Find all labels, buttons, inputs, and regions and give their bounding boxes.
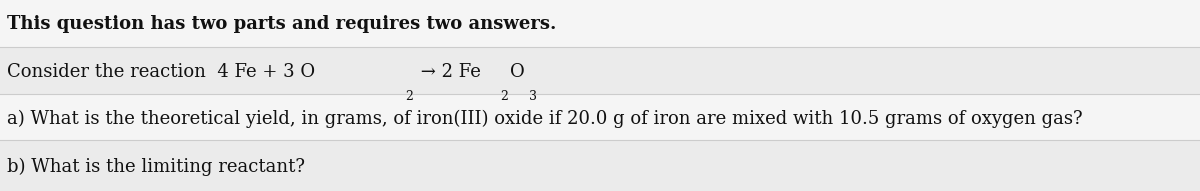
Text: a) What is the theoretical yield, in grams, of iron(III) oxide if 20.0 g of iron: a) What is the theoretical yield, in gra…: [7, 110, 1082, 129]
Text: 2: 2: [404, 90, 413, 103]
Bar: [0, 140, 1200, 191]
Text: b) What is the limiting reactant?: b) What is the limiting reactant?: [7, 158, 305, 176]
Text: O: O: [510, 63, 524, 81]
Text: 2: 2: [500, 90, 508, 103]
Bar: [0, 94, 1200, 140]
Text: Consider the reaction  4 Fe + 3 O: Consider the reaction 4 Fe + 3 O: [7, 63, 316, 81]
Bar: [0, 0, 1200, 47]
Text: 3: 3: [529, 90, 538, 103]
Bar: [0, 47, 1200, 94]
Text: → 2 Fe: → 2 Fe: [415, 63, 481, 81]
Text: This question has two parts and requires two answers.: This question has two parts and requires…: [7, 15, 557, 33]
